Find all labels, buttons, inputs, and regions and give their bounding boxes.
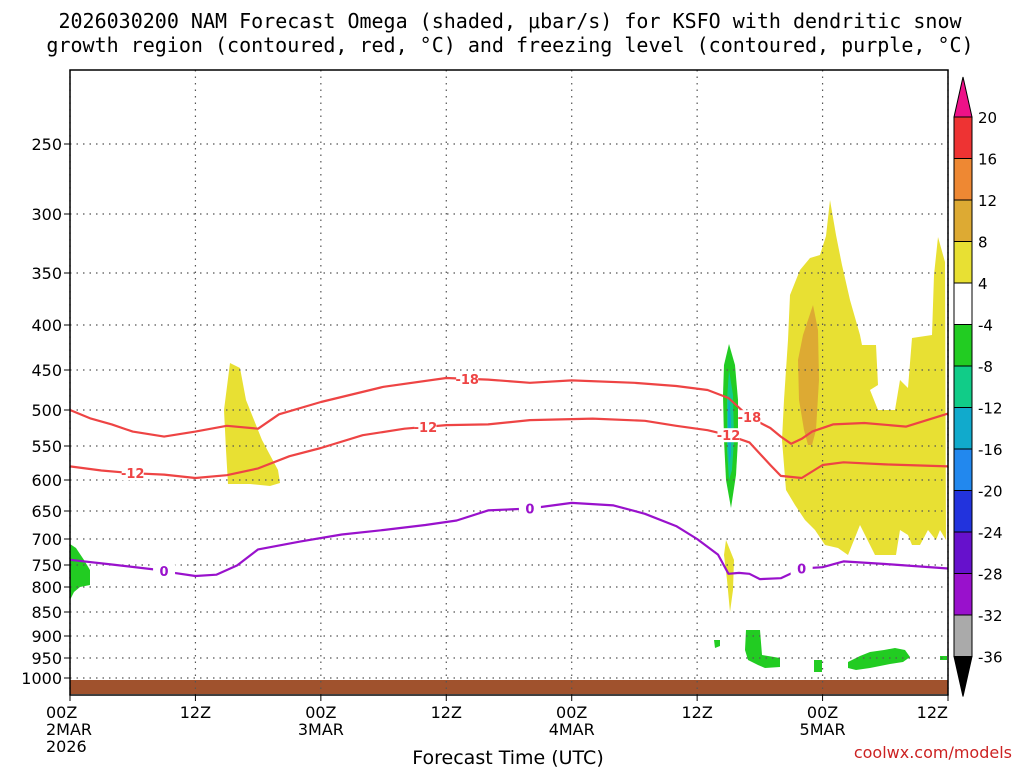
colorbar: 20 16 12 8 4 -4 -8 -12 -16 -20 -24 -28 -32 -36 bbox=[953, 76, 1003, 697]
chart-title-line1: 2026030200 NAM Forecast Omega (shaded, μ… bbox=[58, 9, 962, 33]
colorbar-segment bbox=[953, 116, 973, 159]
contour-label: -12 bbox=[121, 467, 145, 482]
colorbar-label: -28 bbox=[978, 566, 1003, 584]
y-tick-label: 450 bbox=[31, 361, 62, 380]
colorbar-label: -32 bbox=[978, 607, 1003, 625]
colorbar-segment bbox=[953, 573, 973, 616]
contour-label-bg bbox=[717, 428, 740, 443]
colorbar-label: 12 bbox=[978, 192, 997, 210]
colorbar-segment bbox=[953, 531, 973, 574]
colorbar-segment bbox=[953, 614, 973, 657]
contour-label: 0 bbox=[525, 503, 534, 518]
omega-orange-area bbox=[798, 305, 819, 445]
x-tick-label: 00Z bbox=[556, 703, 587, 722]
y-tick-label: 300 bbox=[31, 205, 62, 224]
y-tick-label: 600 bbox=[31, 471, 62, 490]
x-axis-label: Forecast Time (UTC) bbox=[412, 747, 603, 768]
credit-text: coolwx.com/models bbox=[854, 743, 1012, 762]
omega-yellow-area-1 bbox=[224, 363, 280, 486]
x-tick-label: 00Z bbox=[305, 703, 336, 722]
y-axis: 250 300 350 400 450 500 550 600 650 700 750 800 850 9… bbox=[21, 135, 70, 688]
x-tick-label: 12Z bbox=[431, 703, 462, 722]
contours: -18 -18 -12 -12 -12 0 0 0 bbox=[69, 371, 949, 581]
omega-yellow-area-3 bbox=[782, 200, 946, 555]
y-tick-label: 1000 bbox=[21, 669, 62, 688]
contour-label: 0 bbox=[797, 563, 806, 578]
y-tick-label: 350 bbox=[31, 264, 62, 283]
omega-green-area-5 bbox=[714, 640, 720, 648]
omega-green-area-4 bbox=[848, 648, 910, 670]
y-tick-label: 500 bbox=[31, 401, 62, 420]
colorbar-label: 8 bbox=[978, 234, 988, 252]
omega-green-area-6 bbox=[814, 660, 822, 672]
colorbar-segment bbox=[953, 241, 973, 284]
omega-green-area-1 bbox=[70, 544, 90, 600]
colorbar-label: -8 bbox=[978, 358, 993, 376]
colorbar-segment bbox=[953, 158, 973, 201]
colorbar-label: 4 bbox=[978, 275, 988, 293]
y-tick-label: 550 bbox=[31, 437, 62, 456]
x-tick-label: 00Z bbox=[46, 703, 77, 722]
colorbar-bottom-arrow bbox=[953, 656, 973, 697]
chart-title-line2: growth region (contoured, red, °C) and f… bbox=[46, 33, 973, 57]
contour-label-bg bbox=[456, 371, 479, 386]
contour-label: -12 bbox=[414, 421, 438, 436]
y-tick-label: 700 bbox=[31, 530, 62, 549]
colorbar-label: 20 bbox=[978, 109, 997, 127]
y-tick-label: 650 bbox=[31, 502, 62, 521]
contour-label-bg bbox=[518, 501, 541, 516]
terrain-strip bbox=[70, 680, 948, 694]
x-tick-label: 12Z bbox=[681, 703, 712, 722]
colorbar-label: -4 bbox=[978, 317, 993, 335]
contour-label: -12 bbox=[717, 429, 741, 444]
contour-line bbox=[69, 417, 949, 480]
x-tick-label: 00Z bbox=[807, 703, 838, 722]
x-tick-label: 3MAR bbox=[298, 720, 344, 739]
colorbar-segment bbox=[953, 324, 973, 367]
x-tick-label: 12Z bbox=[180, 703, 211, 722]
colorbar-label: -36 bbox=[978, 649, 1003, 667]
y-tick-label: 800 bbox=[31, 578, 62, 597]
x-tick-label: 2026 bbox=[46, 737, 87, 756]
x-tick-label: 4MAR bbox=[549, 720, 595, 739]
colorbar-top-arrow bbox=[953, 76, 973, 118]
omega-green-area-7 bbox=[940, 656, 947, 660]
colorbar-segment bbox=[953, 365, 973, 408]
y-tick-label: 400 bbox=[31, 316, 62, 335]
colorbar-segment bbox=[953, 282, 973, 325]
colorbar-segment bbox=[953, 490, 973, 533]
contour-label: -18 bbox=[455, 373, 479, 388]
contour-label-bg bbox=[790, 561, 813, 576]
colorbar-label: -12 bbox=[978, 400, 1003, 418]
x-tick-label: 12Z bbox=[917, 703, 948, 722]
colorbar-label: 16 bbox=[978, 151, 997, 169]
y-tick-label: 750 bbox=[31, 556, 62, 575]
colorbar-segment bbox=[953, 448, 973, 491]
colorbar-segment bbox=[953, 199, 973, 242]
y-tick-label: 250 bbox=[31, 135, 62, 154]
plot-frame bbox=[69, 69, 949, 696]
colorbar-label: -24 bbox=[978, 524, 1003, 542]
x-tick-label: 5MAR bbox=[800, 720, 846, 739]
y-tick-label: 850 bbox=[31, 603, 62, 622]
contour-label-bg bbox=[414, 419, 437, 434]
contour-line bbox=[69, 501, 949, 581]
x-tick-label: 2MAR bbox=[46, 720, 92, 739]
contour-label-bg bbox=[121, 466, 144, 481]
contour-label-bg bbox=[738, 410, 761, 425]
omega-yellow-area-2 bbox=[724, 540, 734, 612]
contour-label-bg bbox=[153, 564, 176, 579]
colorbar-label: -20 bbox=[978, 483, 1003, 501]
y-tick-label: 950 bbox=[31, 649, 62, 668]
colorbar-segment bbox=[953, 407, 973, 450]
y-tick-label: 900 bbox=[31, 627, 62, 646]
contour-label: -18 bbox=[738, 411, 762, 426]
colorbar-label: -16 bbox=[978, 441, 1003, 459]
omega-shading bbox=[70, 200, 947, 672]
omega-green-area-3 bbox=[745, 630, 780, 668]
contour-label: 0 bbox=[160, 565, 169, 580]
contour-line bbox=[69, 376, 949, 445]
